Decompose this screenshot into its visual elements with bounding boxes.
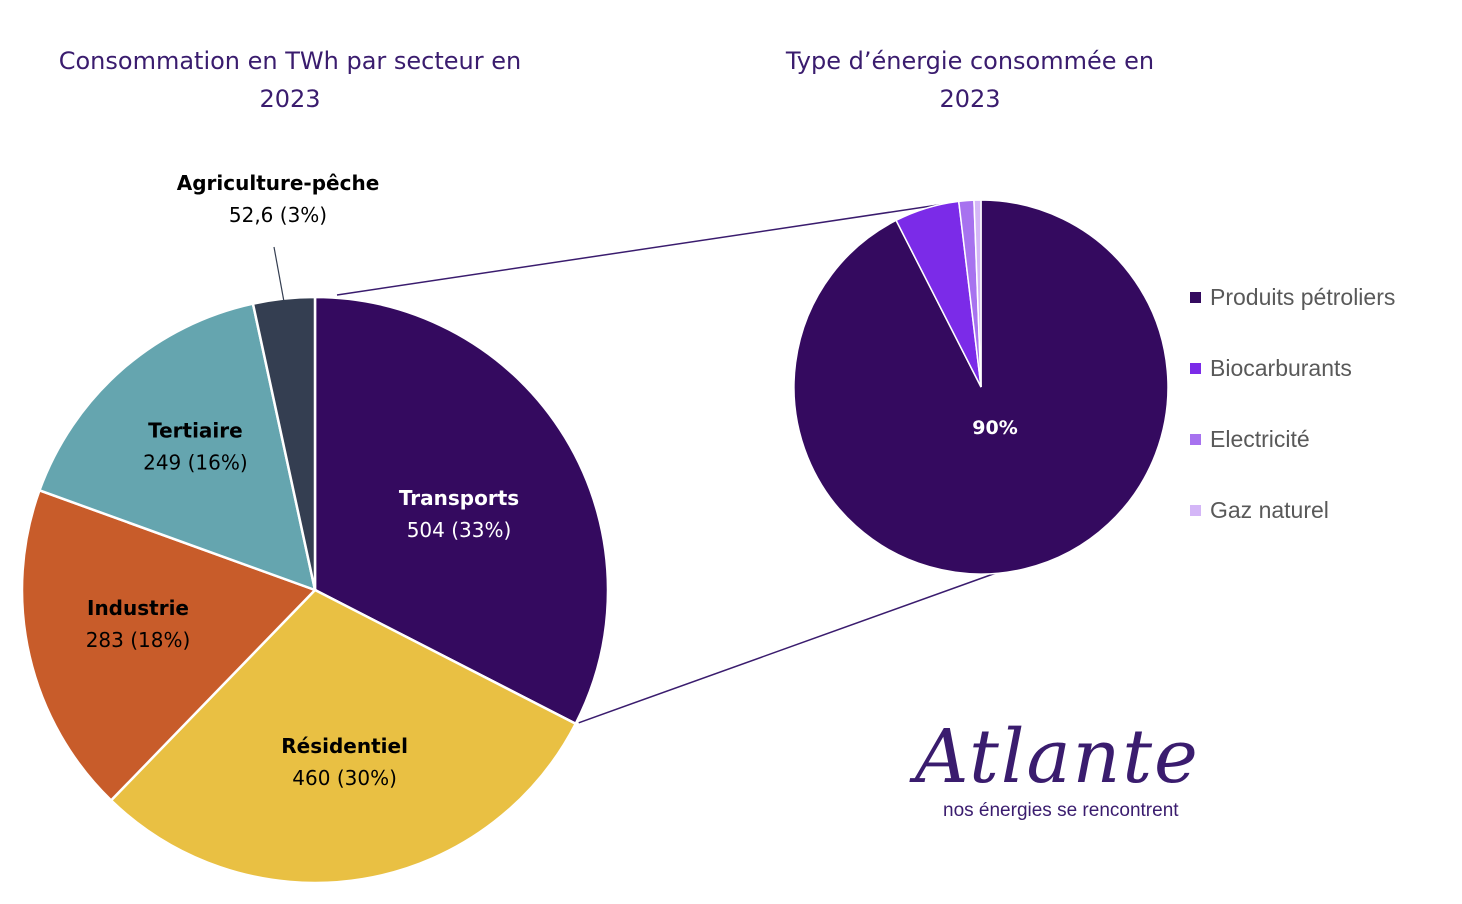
legend-item-gaz-naturel: Gaz naturel (1190, 475, 1395, 546)
legend-swatch-electricite (1190, 434, 1201, 445)
slice-label-industrie: Industrie (87, 596, 189, 620)
legend-label-gaz-naturel: Gaz naturel (1210, 497, 1329, 523)
slice-transports (313, 295, 610, 726)
slice-label-transports: Transports (399, 486, 519, 510)
slice-value-transports: 504 (33%) (407, 518, 512, 542)
slice-gaz-naturel (973, 199, 982, 388)
sector-pie-labels: Transports 504 (33%) Résidentiel 460 (30%) I… (86, 171, 519, 790)
slice-label-residentiel: Résidentiel (281, 734, 408, 758)
sector-chart-title-line1: Consommation en TWh par secteur en (58, 47, 522, 75)
legend-label-biocarburants: Biocarburants (1210, 355, 1352, 381)
slice-label-tertiaire: Tertiaire (148, 418, 243, 442)
legend-item-biocarburants: Biocarburants (1190, 333, 1395, 404)
slice-tertiaire (37, 302, 317, 592)
connector-line-bottom (578, 572, 997, 724)
legend-item-electricite: Electricité (1190, 404, 1395, 475)
slice-value-residentiel: 460 (30%) (292, 766, 397, 790)
energy-chart-title-line2: 2023 (939, 85, 1001, 113)
logo-wordmark: Atlante (915, 714, 1200, 800)
slice-value-agriculture-peche: 52,6 (3%) (229, 203, 327, 227)
slice-label-agriculture-peche: Agriculture-pêche (177, 171, 380, 195)
energy-chart-title: Type d’énergie consommée en 2023 (730, 42, 1210, 118)
energy-legend: Produits pétroliers Biocarburants Electric… (1190, 262, 1395, 546)
sector-chart-title: Consommation en TWh par secteur en 2023 (40, 42, 540, 118)
atlante-logo: Atlante nos énergies se rencontrent (915, 712, 1225, 832)
connector-line-top (336, 201, 959, 296)
slice-value-tertiaire: 249 (16%) (143, 450, 248, 474)
logo-tagline: nos énergies se rencontrent (943, 800, 1179, 821)
energy-type-pie-labels: 90% (972, 417, 1017, 439)
slice-value-industrie: 283 (18%) (86, 628, 191, 652)
slice-value-produits-petroliers: 90% (972, 417, 1017, 439)
slice-industrie (20, 488, 318, 803)
sector-pie (20, 295, 610, 885)
energy-type-pie (793, 199, 1169, 575)
legend-swatch-gaz-naturel (1190, 505, 1201, 516)
slice-residentiel (109, 588, 578, 885)
legend-swatch-produits-petroliers (1190, 292, 1201, 303)
legend-label-electricite: Electricité (1210, 426, 1310, 452)
sector-chart-title-line2: 2023 (259, 85, 321, 113)
leader-line-agriculture-peche (273, 246, 285, 301)
legend-item-produits-petroliers: Produits pétroliers (1190, 262, 1395, 333)
legend-swatch-biocarburants (1190, 363, 1201, 374)
legend-label-produits-petroliers: Produits pétroliers (1210, 284, 1396, 310)
pie-connector-lines (336, 201, 997, 724)
energy-chart-title-line1: Type d’énergie consommée en (785, 47, 1155, 75)
